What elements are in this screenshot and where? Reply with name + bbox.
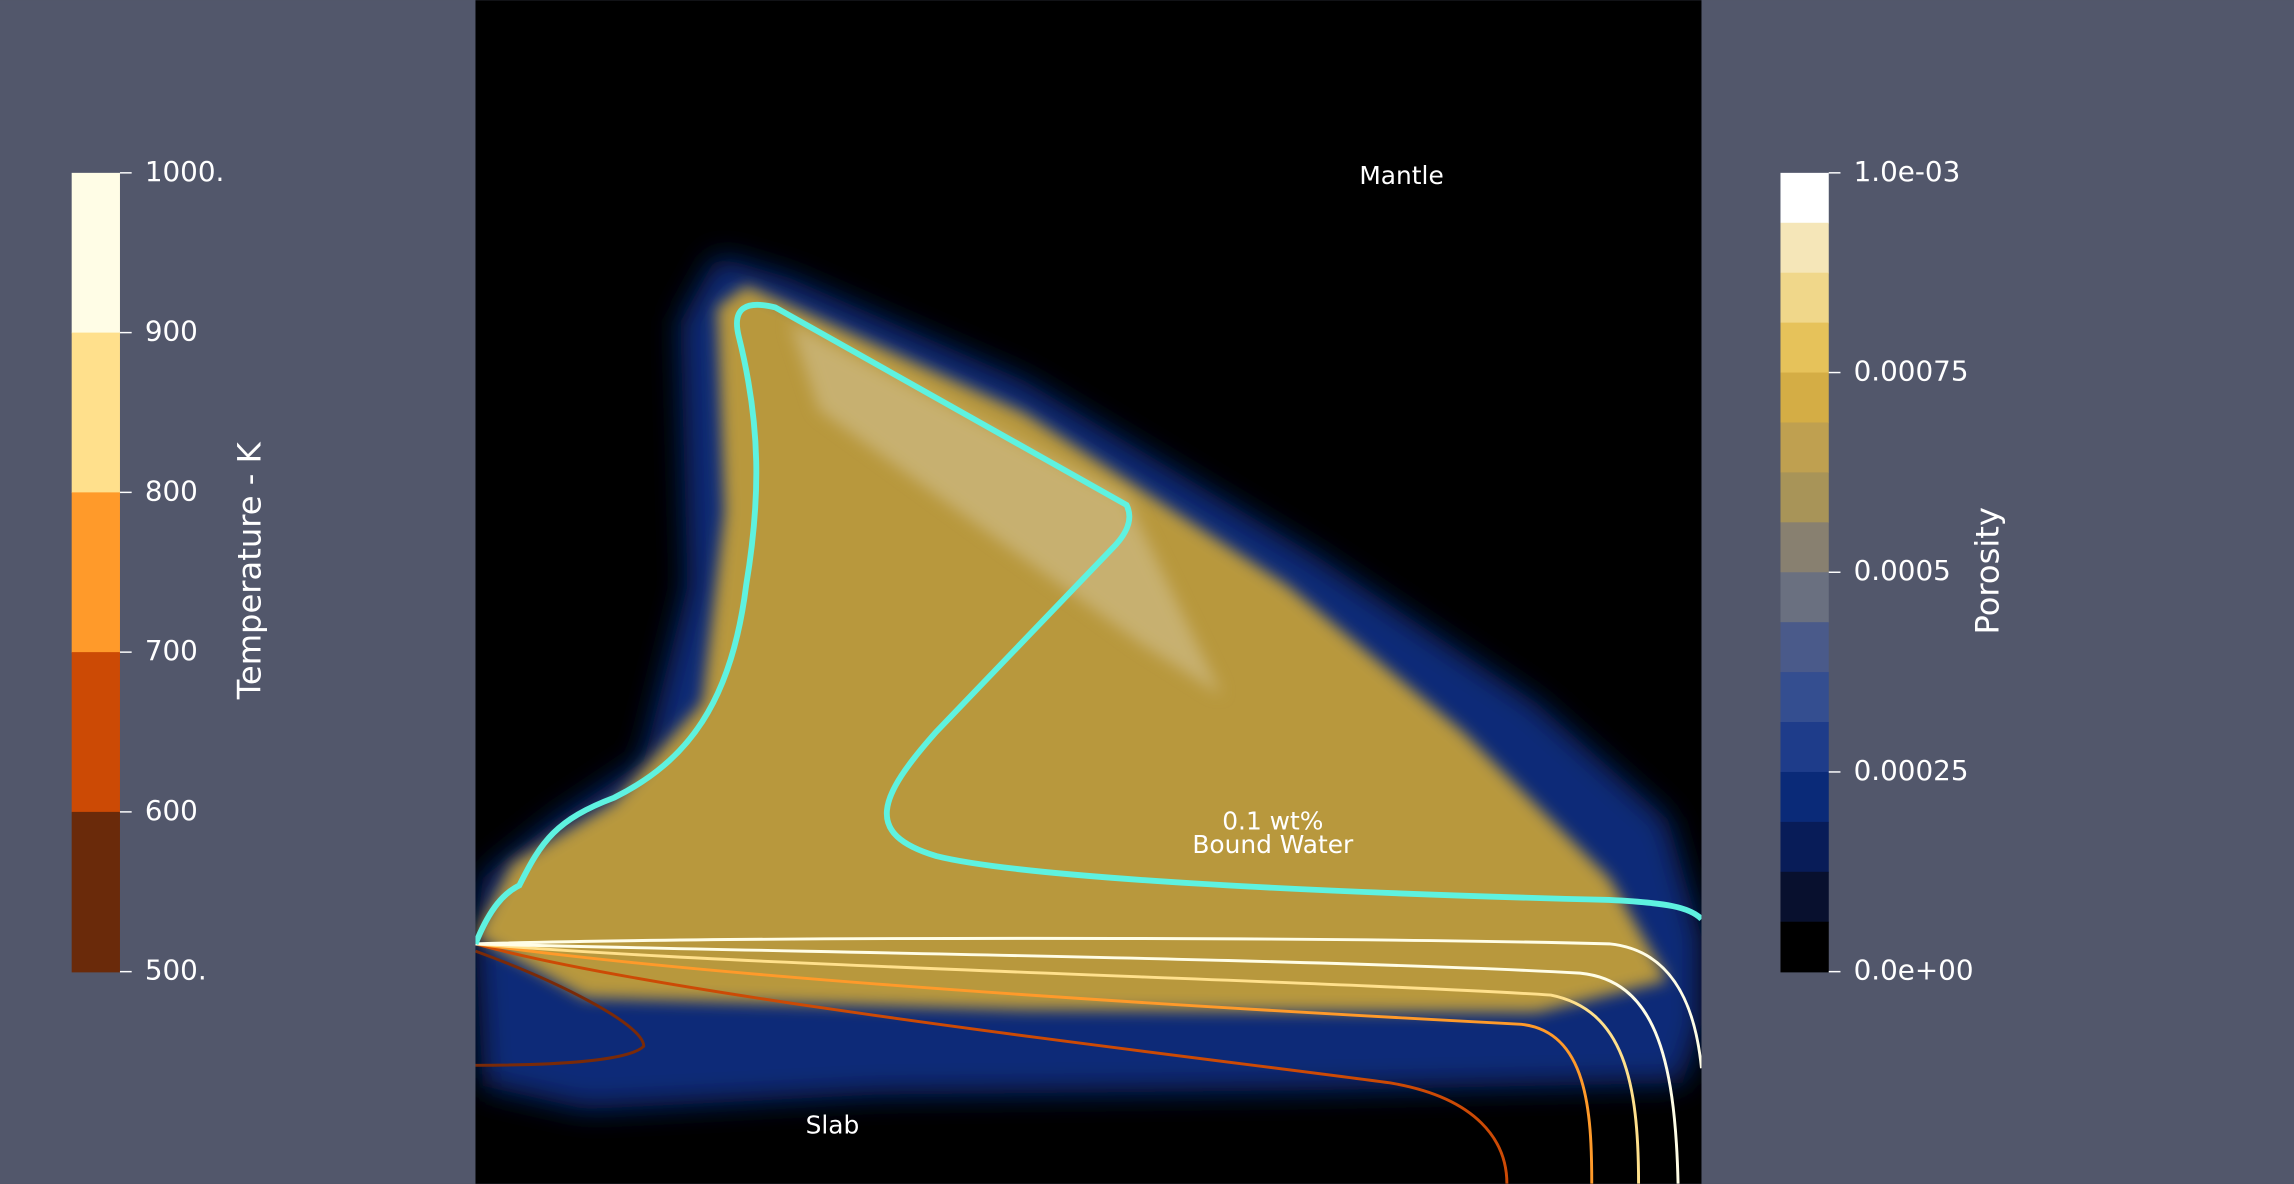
colorbar-segment xyxy=(1780,821,1829,873)
colorbar-segment xyxy=(71,492,120,653)
isotherm xyxy=(475,936,1702,1069)
contour-label: 0.1 wt% xyxy=(1222,806,1323,835)
isotherm xyxy=(475,942,1509,1184)
bound-water-contour xyxy=(475,301,1702,945)
colorbar-tick-label: 0.0005 xyxy=(1854,554,1951,587)
contour-label: Bound Water xyxy=(1192,830,1354,859)
colorbar-tick-label: 700 xyxy=(145,634,198,667)
colorbar-segment xyxy=(1780,422,1829,474)
colorbar-tick-label: 800 xyxy=(145,474,198,507)
colorbar-segment xyxy=(1780,472,1829,524)
colorbar-segment xyxy=(1780,771,1829,823)
colorbar-segment xyxy=(1780,272,1829,324)
colorbar-segment xyxy=(1780,222,1829,274)
colorbar-tick-label: 0.00025 xyxy=(1854,754,1969,787)
isotherm xyxy=(475,949,646,1067)
colorbar-segment xyxy=(1780,921,1829,973)
region-label: Slab xyxy=(806,1111,860,1140)
colorbar-segment xyxy=(1780,322,1829,374)
colorbar-segment xyxy=(1780,672,1829,723)
colorbar-title: Porosity xyxy=(1969,507,2007,635)
colorbar-tick-label: 900 xyxy=(145,315,198,348)
colorbar-segment xyxy=(1780,622,1829,673)
colorbar-segment xyxy=(71,172,120,334)
plot-view: Mantle Slab 0.1 wt% Bound Water xyxy=(475,0,1702,1184)
colorbar-tick-label: 1.0e-03 xyxy=(1854,155,1961,188)
colorbar-segment xyxy=(71,652,120,813)
colorbar-segment xyxy=(1780,871,1829,923)
colorbar-segment xyxy=(71,332,120,494)
colorbar-segment xyxy=(1780,372,1829,424)
isotherm xyxy=(475,942,1641,1184)
colorbar-segment xyxy=(1780,572,1829,623)
colorbar-segment xyxy=(1780,522,1829,573)
porosity-core xyxy=(475,285,1668,1013)
colorbar-segment xyxy=(1780,722,1829,773)
colorbar-tick-label: 500. xyxy=(145,954,207,987)
colorbar-tick-label: 0.00075 xyxy=(1854,355,1969,388)
colorbar-segment xyxy=(1780,172,1829,224)
colorbar-title: Temperature - K xyxy=(231,441,269,700)
isotherm xyxy=(475,942,1594,1184)
colorbar-segment xyxy=(71,811,120,973)
colorbar-tick-label: 0.0e+00 xyxy=(1854,954,1974,987)
porosity-high xyxy=(790,322,1222,696)
colorbar-tick-label: 600 xyxy=(145,794,198,827)
isotherm xyxy=(475,942,1680,1184)
region-label: Mantle xyxy=(1359,161,1443,190)
colorbar-tick-label: 1000. xyxy=(145,155,225,188)
